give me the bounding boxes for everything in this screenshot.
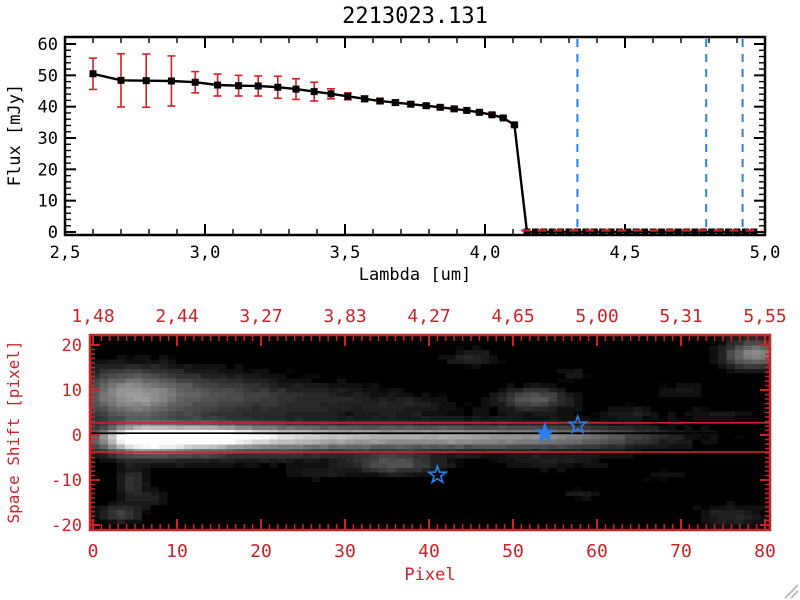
resize-grip-icon[interactable] <box>781 581 799 599</box>
svg-text:2,5: 2,5 <box>50 243 81 263</box>
resize-grip-lines <box>784 584 799 599</box>
svg-text:20: 20 <box>38 160 58 180</box>
svg-text:0: 0 <box>48 223 58 243</box>
plot-title: 2213023.131 <box>342 4 488 29</box>
svg-text:0: 0 <box>88 541 99 562</box>
star-marker <box>566 413 589 435</box>
svg-text:4,0: 4,0 <box>470 243 501 263</box>
image-frame <box>88 333 772 532</box>
flux-axis-label: Flux [mJy] <box>5 83 25 187</box>
svg-text:80: 80 <box>754 541 776 562</box>
pixel-axis-label: Pixel <box>404 565 456 585</box>
spectrum-frame <box>63 35 767 237</box>
svg-text:2,44: 2,44 <box>155 306 198 327</box>
svg-text:3,5: 3,5 <box>330 243 361 263</box>
svg-text:60: 60 <box>38 35 58 55</box>
svg-text:5,00: 5,00 <box>575 306 618 327</box>
svg-text:40: 40 <box>418 541 440 562</box>
space-shift-axis-label: Space Shift [pixel] <box>4 340 23 524</box>
svg-text:30: 30 <box>38 129 58 149</box>
spectrum-line <box>92 72 754 234</box>
svg-text:20: 20 <box>250 541 272 562</box>
svg-text:40: 40 <box>38 98 58 118</box>
svg-text:4,5: 4,5 <box>610 243 641 263</box>
svg-text:10: 10 <box>62 381 82 401</box>
svg-text:5,55: 5,55 <box>743 306 786 327</box>
svg-text:3,83: 3,83 <box>323 306 366 327</box>
svg-text:30: 30 <box>334 541 356 562</box>
svg-text:1,48: 1,48 <box>71 306 114 327</box>
svg-text:4,27: 4,27 <box>407 306 450 327</box>
svg-text:50: 50 <box>502 541 524 562</box>
svg-text:10: 10 <box>166 541 188 562</box>
svg-text:3,27: 3,27 <box>239 306 282 327</box>
star-marker <box>426 463 449 485</box>
svg-text:3,0: 3,0 <box>190 243 221 263</box>
svg-text:60: 60 <box>586 541 608 562</box>
svg-text:50: 50 <box>38 66 58 86</box>
lambda-axis-label: Lambda [um] <box>358 265 472 285</box>
svg-text:4,65: 4,65 <box>491 306 534 327</box>
star-marker <box>534 421 556 443</box>
svg-text:-10: -10 <box>51 471 82 491</box>
svg-text:5,0: 5,0 <box>750 243 781 263</box>
svg-text:70: 70 <box>670 541 692 562</box>
svg-text:10: 10 <box>38 192 58 212</box>
svg-text:-20: -20 <box>51 516 82 536</box>
svg-text:20: 20 <box>62 336 82 356</box>
svg-text:5,31: 5,31 <box>659 306 702 327</box>
svg-text:0: 0 <box>72 426 82 446</box>
